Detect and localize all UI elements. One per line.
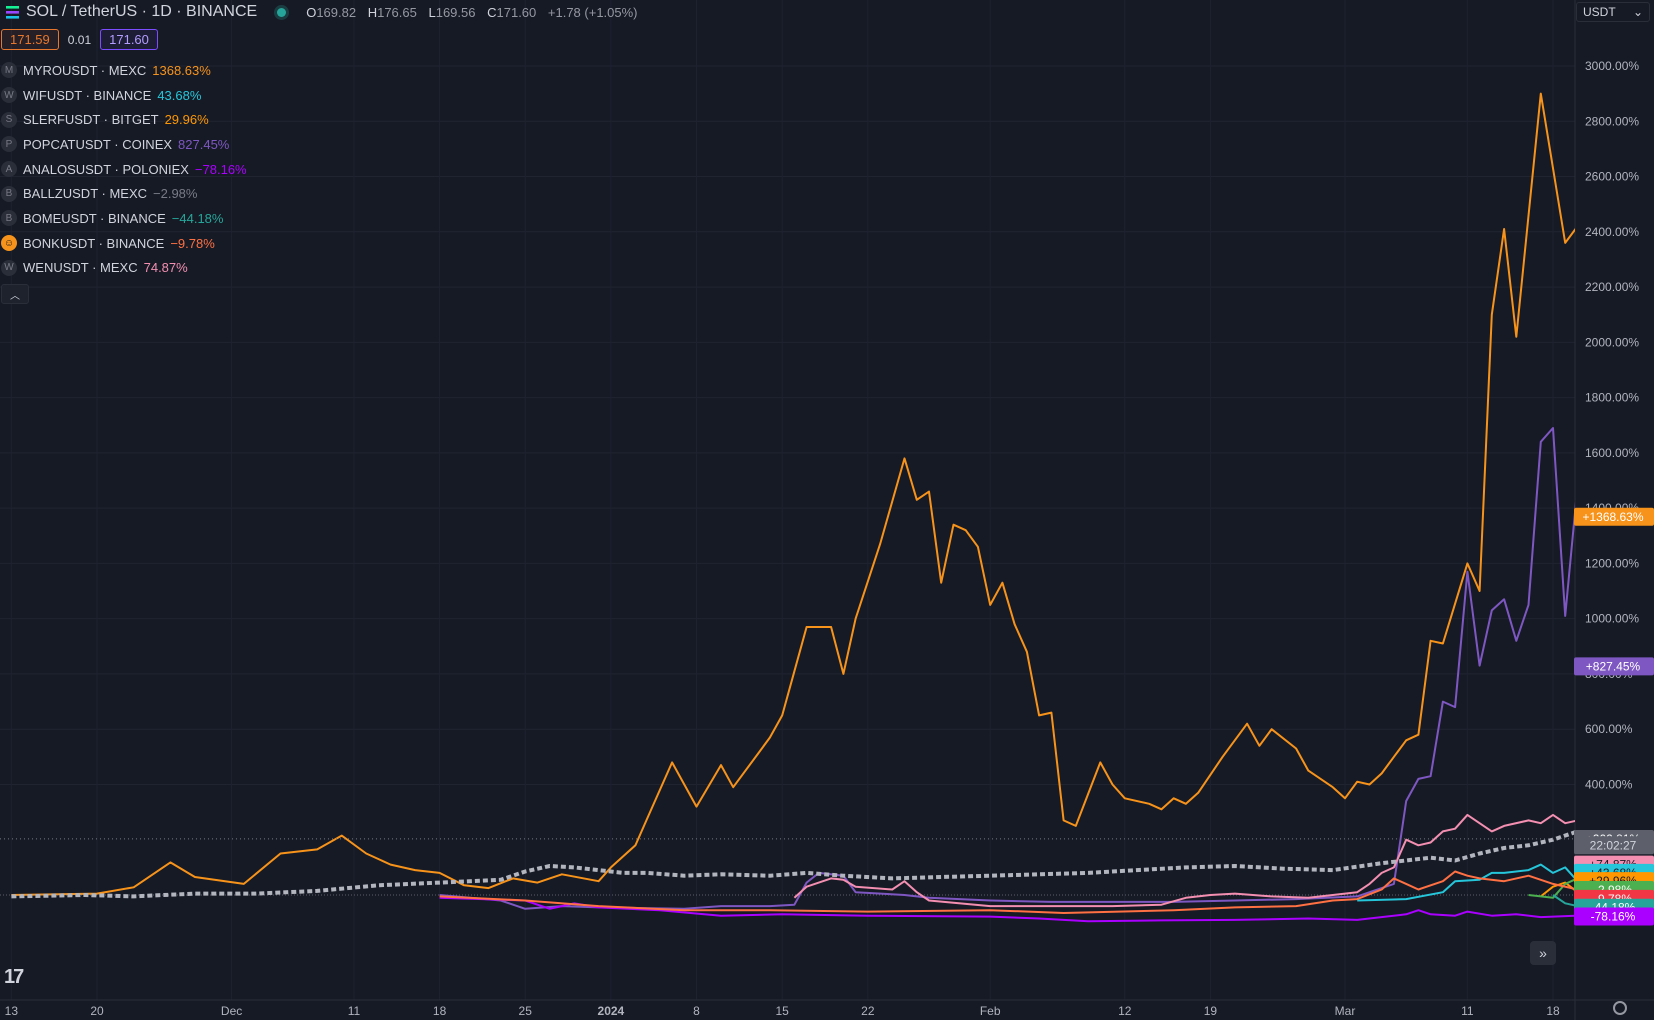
series-line	[439, 427, 1575, 910]
price-tag-label: -78.16%	[1591, 910, 1636, 924]
x-tick-label: 25	[519, 1004, 533, 1018]
price-tag-label: +1368.63%	[1582, 510, 1643, 524]
chart-header: SOL / TetherUS · 1D · BINANCE O169.82 H1…	[0, 0, 638, 24]
price-tag-label: +827.45%	[1586, 659, 1641, 673]
price-tag	[1574, 507, 1654, 526]
tradingview-logo-icon: 17	[4, 966, 24, 988]
y-tick-label: 2800.00%	[1585, 114, 1639, 128]
settings-icon[interactable]	[1613, 1001, 1627, 1015]
symbol-badge-icon: B	[1, 210, 17, 227]
symbol-title[interactable]: SOL / TetherUS · 1D · BINANCE	[26, 3, 258, 20]
legend-item[interactable]: M MYROUSDT · MEXC 1368.63%	[0, 58, 247, 83]
y-tick-label: 1600.00%	[1585, 446, 1639, 460]
x-tick-label: 13	[5, 1004, 19, 1018]
x-tick-label: 15	[775, 1004, 789, 1018]
price-change: +1.78 (+1.05%)	[547, 4, 638, 20]
collapse-legend-button[interactable]: ︿	[1, 284, 29, 304]
price-tag	[1574, 657, 1654, 676]
spread-value: 0.01	[67, 32, 92, 47]
symbol-badge-icon: W	[1, 259, 17, 276]
ohlc-values: O169.82 H176.65 L169.56 C171.60 +1.78 (+…	[306, 4, 638, 20]
series-line	[11, 92, 1575, 896]
symbol-badge-icon: M	[1, 62, 17, 79]
x-tick-label: 11	[348, 1004, 361, 1018]
y-tick-label: 1800.00%	[1585, 391, 1639, 405]
legend-item[interactable]: W WIFUSDT · BINANCE 43.68%	[0, 83, 247, 108]
legend-item[interactable]: W WENUSDT · MEXC 74.87%	[0, 256, 247, 281]
chevron-down-icon: ⌄	[1632, 5, 1643, 19]
y-tick-label: 3000.00%	[1585, 59, 1639, 73]
y-tick-label: 1000.00%	[1585, 612, 1639, 626]
symbol-badge-icon: P	[1, 136, 17, 153]
x-tick-label: Feb	[980, 1004, 1001, 1018]
sell-price-button[interactable]: 171.59	[1, 29, 59, 50]
x-tick-label: Dec	[221, 1004, 242, 1018]
y-tick-label: 1200.00%	[1585, 556, 1639, 570]
x-tick-label: 2024	[598, 1004, 625, 1018]
x-tick-label: 19	[1204, 1004, 1218, 1018]
sol-logo-icon	[4, 3, 22, 21]
x-tick-label: 18	[1546, 1004, 1560, 1018]
trade-prices: 171.59 0.01 171.60	[1, 29, 158, 50]
market-status-icon	[277, 7, 287, 17]
series-line	[439, 870, 1575, 914]
x-tick-label: 12	[1118, 1004, 1132, 1018]
y-tick-label: 2000.00%	[1585, 335, 1639, 349]
x-tick-label: 11	[1461, 1004, 1474, 1018]
y-tick-label: 2200.00%	[1585, 280, 1639, 294]
series-line	[11, 830, 1575, 899]
legend-item[interactable]: ☺ BONKUSDT · BINANCE −9.78%	[0, 231, 247, 256]
series-line	[1552, 894, 1575, 907]
x-tick-label: 18	[433, 1004, 447, 1018]
symbol-badge-icon: B	[1, 185, 17, 202]
y-tick-label: 2600.00%	[1585, 170, 1639, 184]
currency-select[interactable]: USDT ⌄	[1576, 2, 1650, 22]
y-tick-label: 2400.00%	[1585, 225, 1639, 239]
symbol-badge-icon: S	[1, 111, 17, 128]
series-line	[1357, 863, 1575, 902]
price-tag	[1574, 907, 1654, 926]
x-tick-label: 20	[90, 1004, 104, 1018]
legend-item[interactable]: S SLERFUSDT · BITGET 29.96%	[0, 107, 247, 132]
y-tick-label: 400.00%	[1585, 777, 1633, 791]
legend-item[interactable]: B BOMEUSDT · BINANCE −44.18%	[0, 206, 247, 231]
scroll-to-realtime-button[interactable]: »	[1530, 941, 1556, 965]
x-tick-label: Mar	[1335, 1004, 1356, 1018]
legend-item[interactable]: A ANALOSUSDT · POLONIEX −78.16%	[0, 157, 247, 182]
x-tick-label: 22	[861, 1004, 875, 1018]
series-line	[1528, 878, 1575, 899]
series-line	[793, 813, 1575, 908]
legend-item[interactable]: P POPCATUSDT · COINEX 827.45%	[0, 132, 247, 157]
bonk-logo-icon: ☺	[1, 235, 17, 252]
symbol-badge-icon: A	[1, 161, 17, 178]
price-tag-label: 22:02:27	[1590, 838, 1637, 852]
buy-price-button[interactable]: 171.60	[100, 29, 158, 50]
double-chevron-right-icon: »	[1539, 945, 1547, 961]
symbol-badge-icon: W	[1, 87, 17, 104]
legend-item[interactable]: B BALLZUSDT · MEXC −2.98%	[0, 181, 247, 206]
chevron-up-icon: ︿	[10, 290, 20, 302]
x-tick-label: 8	[693, 1004, 700, 1018]
compare-legend: M MYROUSDT · MEXC 1368.63% W WIFUSDT · BINA…	[0, 58, 247, 280]
y-tick-label: 600.00%	[1585, 722, 1633, 736]
price-tag	[1574, 836, 1654, 855]
